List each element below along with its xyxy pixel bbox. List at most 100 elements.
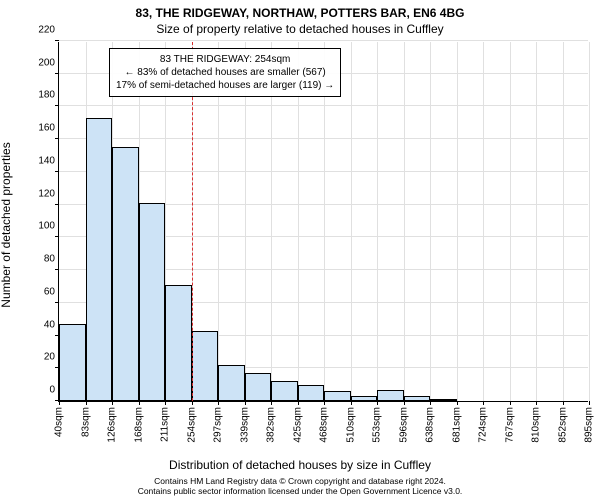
x-tick-label: 596sqm (398, 407, 409, 443)
y-tick-label: 60 (44, 286, 55, 297)
histogram-bar (218, 365, 245, 401)
annotation-line: 83 THE RIDGEWAY: 254sqm (116, 53, 334, 66)
annotation-box: 83 THE RIDGEWAY: 254sqm← 83% of detached… (109, 48, 341, 97)
gridline-vertical (404, 42, 405, 401)
x-tick-mark (510, 401, 511, 405)
x-tick-label: 810sqm (531, 407, 542, 443)
x-tick-mark (218, 401, 219, 405)
x-tick-label: 254sqm (186, 407, 197, 443)
gridline-vertical (563, 42, 564, 401)
y-tick-label: 140 (38, 155, 55, 166)
x-tick-mark (298, 401, 299, 405)
y-tick-label: 160 (38, 123, 55, 134)
gridline-vertical (483, 42, 484, 401)
x-tick-label: 382sqm (266, 407, 277, 443)
gridline-vertical (589, 42, 590, 401)
x-tick-label: 425sqm (292, 407, 303, 443)
y-tick-label: 20 (44, 352, 55, 363)
x-tick-label: 510sqm (345, 407, 356, 443)
x-tick-mark (563, 401, 564, 405)
histogram-bar (271, 381, 298, 401)
x-tick-mark (86, 401, 87, 405)
y-tick-label: 120 (38, 188, 55, 199)
histogram-bar (404, 396, 431, 401)
gridline-vertical (430, 42, 431, 401)
copyright-text: Contains HM Land Registry data © Crown c… (0, 476, 600, 496)
y-axis-label: Number of detached properties (0, 60, 13, 225)
y-tick-mark (55, 138, 59, 139)
x-tick-mark (192, 401, 193, 405)
chart-title-sub: Size of property relative to detached ho… (0, 22, 600, 36)
x-tick-label: 681sqm (451, 407, 462, 443)
histogram-bar (298, 385, 325, 401)
x-tick-label: 211sqm (160, 407, 171, 442)
x-tick-mark (483, 401, 484, 405)
x-tick-label: 40sqm (54, 407, 65, 437)
gridline-vertical (536, 42, 537, 401)
histogram-bar (192, 331, 219, 401)
x-tick-label: 83sqm (80, 407, 91, 437)
y-tick-mark (55, 269, 59, 270)
x-tick-label: 339sqm (239, 407, 250, 443)
x-tick-mark (457, 401, 458, 405)
x-axis-label: Distribution of detached houses by size … (0, 458, 600, 472)
y-tick-label: 200 (38, 57, 55, 68)
annotation-line: ← 83% of detached houses are smaller (56… (116, 66, 334, 79)
plot-area: 02040608010012014016018020022040sqm83sqm… (58, 42, 588, 402)
x-tick-label: 638sqm (425, 407, 436, 443)
x-tick-label: 724sqm (478, 407, 489, 443)
x-tick-label: 126sqm (107, 407, 118, 443)
x-tick-label: 168sqm (133, 407, 144, 443)
y-tick-label: 180 (38, 90, 55, 101)
histogram-bar (351, 396, 378, 401)
x-tick-label: 852sqm (557, 407, 568, 443)
x-tick-label: 553sqm (372, 407, 383, 443)
x-tick-mark (351, 401, 352, 405)
x-tick-mark (324, 401, 325, 405)
y-tick-label: 80 (44, 254, 55, 265)
copyright-line: Contains HM Land Registry data © Crown c… (0, 476, 600, 486)
y-tick-mark (55, 73, 59, 74)
y-tick-mark (55, 105, 59, 106)
y-tick-mark (55, 40, 59, 41)
x-tick-label: 297sqm (213, 407, 224, 443)
y-tick-label: 220 (38, 25, 55, 36)
y-tick-mark (55, 236, 59, 237)
x-tick-mark (245, 401, 246, 405)
x-tick-mark (377, 401, 378, 405)
annotation-line: 17% of semi-detached houses are larger (… (116, 79, 334, 92)
histogram-bar (139, 203, 166, 401)
y-tick-mark (55, 171, 59, 172)
y-tick-mark (55, 204, 59, 205)
histogram-bar (59, 324, 86, 401)
x-tick-mark (536, 401, 537, 405)
x-tick-mark (589, 401, 590, 405)
x-tick-label: 767sqm (504, 407, 515, 443)
chart-title-main: 83, THE RIDGEWAY, NORTHAW, POTTERS BAR, … (0, 6, 600, 20)
x-tick-label: 895sqm (584, 407, 595, 443)
x-tick-mark (271, 401, 272, 405)
gridline-vertical (351, 42, 352, 401)
y-tick-label: 0 (49, 385, 55, 396)
gridline-vertical (510, 42, 511, 401)
gridline-vertical (457, 42, 458, 401)
y-tick-mark (55, 302, 59, 303)
y-tick-label: 40 (44, 319, 55, 330)
x-tick-mark (404, 401, 405, 405)
gridline-vertical (377, 42, 378, 401)
x-tick-label: 468sqm (319, 407, 330, 443)
x-tick-mark (112, 401, 113, 405)
histogram-bar (245, 373, 272, 401)
x-tick-mark (59, 401, 60, 405)
y-tick-label: 100 (38, 221, 55, 232)
x-tick-mark (165, 401, 166, 405)
histogram-bar (112, 147, 139, 401)
copyright-line: Contains public sector information licen… (0, 486, 600, 496)
x-tick-mark (430, 401, 431, 405)
histogram-bar (86, 118, 113, 401)
histogram-bar (324, 391, 351, 401)
gridline-horizontal (59, 40, 588, 41)
histogram-bar (165, 285, 192, 401)
x-tick-mark (139, 401, 140, 405)
histogram-bar (430, 399, 457, 401)
